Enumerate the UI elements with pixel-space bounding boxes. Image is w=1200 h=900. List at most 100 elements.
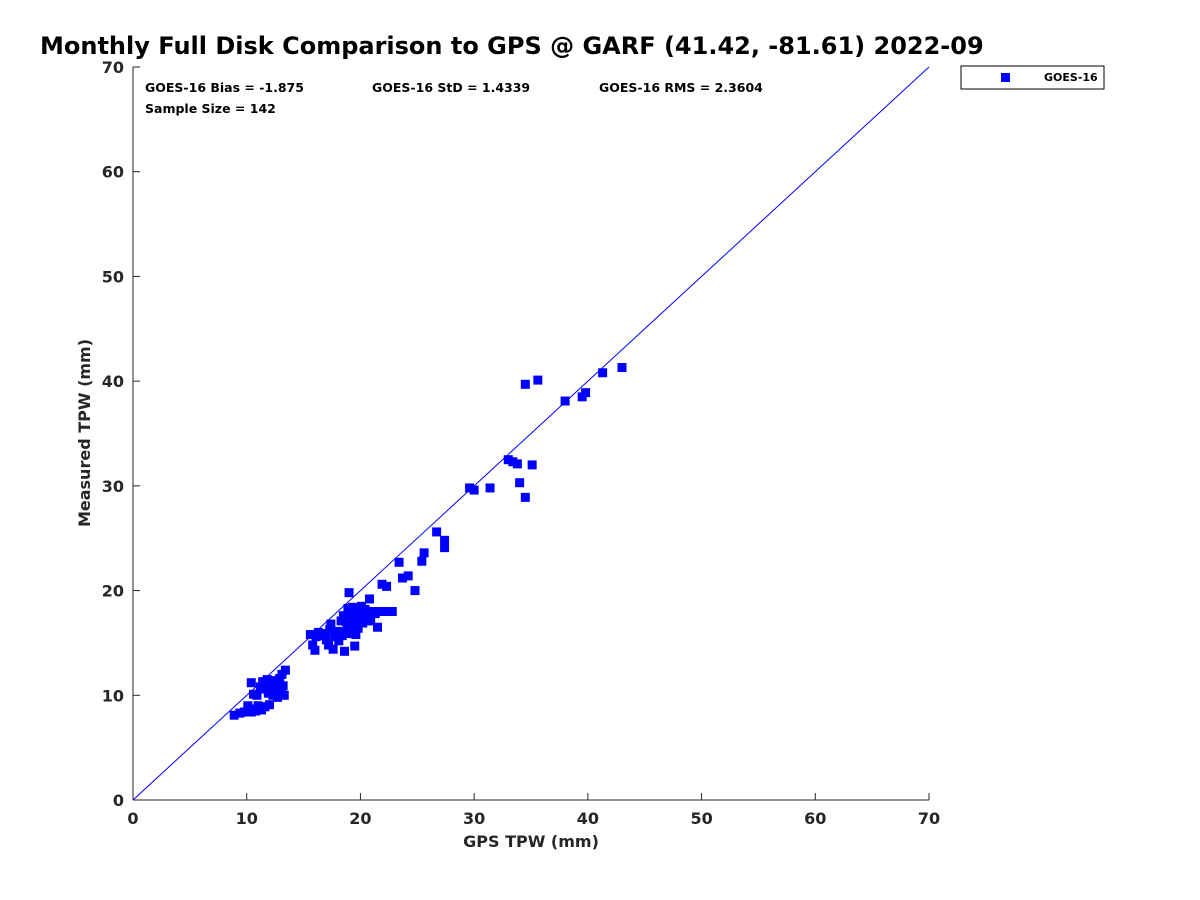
data-point [365, 594, 375, 604]
data-point [267, 676, 277, 686]
data-point [440, 543, 450, 553]
data-point [419, 548, 429, 558]
x-tick-label: 50 [690, 809, 712, 828]
data-point [333, 626, 343, 636]
x-tick-label: 10 [236, 809, 258, 828]
x-tick-label: 30 [463, 809, 485, 828]
data-point [310, 645, 320, 655]
data-point [520, 492, 530, 502]
data-point [440, 535, 450, 545]
data-point [246, 678, 256, 688]
data-point [347, 602, 357, 612]
data-point [269, 682, 279, 692]
x-tick-label: 60 [804, 809, 826, 828]
data-point [264, 686, 274, 696]
data-point [363, 607, 373, 617]
data-point [353, 623, 363, 633]
y-axis-label: Measured TPW (mm) [75, 339, 94, 527]
data-point [275, 688, 285, 698]
data-point [508, 457, 518, 467]
data-point [316, 630, 326, 640]
data-point [344, 622, 354, 632]
legend-marker [1001, 73, 1010, 82]
data-point [255, 682, 265, 692]
data-point [340, 646, 350, 656]
y-tick-label: 70 [102, 58, 124, 77]
data-point [598, 368, 608, 378]
data-point [382, 581, 392, 591]
data-point [326, 619, 336, 629]
data-point [351, 617, 361, 627]
data-points-layer [229, 363, 627, 720]
data-point [344, 588, 354, 598]
legend-box [960, 65, 1105, 90]
x-tick-label: 40 [577, 809, 599, 828]
data-point [243, 701, 253, 711]
data-point [370, 609, 380, 619]
y-tick-label: 60 [102, 163, 124, 182]
data-point [469, 485, 479, 495]
data-point [280, 665, 290, 675]
data-point [432, 527, 442, 537]
data-point [527, 460, 537, 470]
data-point [465, 483, 475, 493]
data-point [278, 681, 288, 691]
x-axis-label: GPS TPW (mm) [463, 832, 599, 851]
data-point [347, 629, 357, 639]
data-point [321, 629, 331, 639]
bias-stat: GOES-16 Bias = -1.875 [145, 80, 304, 95]
sample-size-stat: Sample Size = 142 [145, 101, 276, 116]
data-point [417, 556, 427, 566]
y-tick-label: 10 [102, 686, 124, 705]
data-point [279, 690, 289, 700]
data-point [260, 702, 270, 712]
data-point [338, 611, 348, 621]
axes: 0 10 20 30 40 50 60 70 0 10 20 30 40 50 60 70 [102, 58, 940, 828]
data-point [581, 388, 591, 398]
data-point [394, 557, 404, 567]
data-point [350, 641, 360, 651]
data-point [274, 682, 284, 692]
chart-title: Monthly Full Disk Comparison to GPS @ GA… [40, 32, 984, 60]
x-tick-label: 70 [918, 809, 940, 828]
std-stat: GOES-16 StD = 1.4339 [372, 80, 530, 95]
data-point [343, 603, 353, 613]
data-point [305, 630, 315, 640]
data-point [375, 607, 385, 617]
data-point [341, 629, 351, 639]
stats-block: GOES-16 Bias = -1.875 GOES-16 StD = 1.43… [145, 80, 763, 116]
data-point [358, 618, 368, 628]
data-point [377, 579, 387, 589]
legend: GOES-16 [960, 65, 1105, 90]
rms-stat: GOES-16 RMS = 2.3604 [599, 80, 763, 95]
data-point [379, 607, 389, 617]
data-point [520, 379, 530, 389]
data-point [258, 677, 268, 687]
data-point [262, 675, 272, 685]
data-point [328, 644, 338, 654]
data-point [403, 571, 413, 581]
data-point [410, 586, 420, 596]
data-point [503, 455, 513, 465]
data-point [336, 616, 346, 626]
data-point [334, 636, 344, 646]
y-tick-label: 30 [102, 477, 124, 496]
data-point [252, 690, 262, 700]
data-point [362, 615, 372, 625]
data-point [533, 375, 543, 385]
y-tick-label: 50 [102, 267, 124, 286]
y-tick-label: 20 [102, 582, 124, 601]
data-point [235, 708, 245, 718]
data-point [387, 607, 397, 617]
data-point [485, 483, 495, 493]
legend-entry-goes-16: GOES-16 [1044, 71, 1098, 84]
data-point [398, 573, 408, 583]
y-tick-label: 40 [102, 372, 124, 391]
data-point [512, 459, 522, 469]
data-point [264, 700, 274, 710]
data-point [515, 478, 525, 488]
y-tick-label: 0 [113, 791, 124, 810]
data-point [324, 640, 334, 650]
